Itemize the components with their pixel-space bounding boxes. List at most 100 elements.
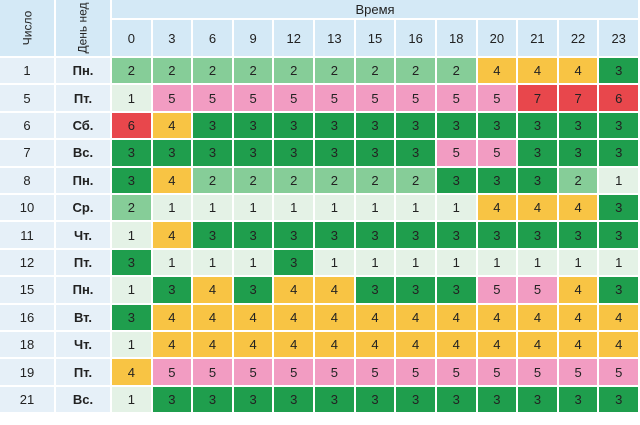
value-cell: 4 (274, 304, 316, 332)
value-cell: 3 (274, 140, 316, 168)
value-cell: 2 (152, 58, 194, 86)
value-cell: 3 (355, 140, 397, 168)
value-cell: 7 (558, 85, 600, 113)
value-cell: 2 (233, 167, 275, 195)
value-cell: 3 (233, 386, 275, 415)
value-cell: 1 (152, 249, 194, 278)
value-cell: 4 (355, 304, 397, 332)
value-cell: 6 (112, 112, 153, 141)
value-cell: 2 (436, 58, 478, 86)
value-cell: 1 (558, 249, 600, 278)
value-cell: 3 (396, 112, 437, 141)
weekday: Пн. (56, 277, 112, 305)
value-cell: 3 (112, 249, 153, 278)
value-cell: 3 (436, 112, 478, 141)
weekday: Пн. (56, 58, 112, 86)
value-cell: 3 (518, 140, 559, 168)
value-cell: 1 (355, 195, 397, 223)
value-cell: 3 (477, 112, 519, 141)
value-cell: 2 (233, 58, 275, 86)
hour-header: 16 (396, 20, 437, 58)
value-cell: 2 (396, 58, 437, 86)
value-cell: 1 (233, 195, 275, 223)
value-cell: 5 (477, 359, 519, 387)
value-cell: 2 (355, 167, 397, 195)
value-cell: 5 (396, 85, 437, 113)
value-cell: 3 (193, 112, 234, 141)
hour-header: 3 (152, 20, 194, 58)
value-cell: 3 (558, 112, 600, 141)
value-cell: 2 (193, 58, 234, 86)
value-cell: 4 (436, 304, 478, 332)
value-cell: 4 (558, 277, 600, 305)
value-cell: 3 (112, 167, 153, 195)
value-cell: 5 (233, 359, 275, 387)
hour-header: 20 (477, 20, 519, 58)
value-cell: 1 (152, 195, 194, 223)
hour-header: 21 (518, 20, 559, 58)
day-number: 18 (0, 332, 56, 360)
value-cell: 3 (274, 112, 316, 141)
value-cell: 3 (396, 277, 437, 305)
value-cell: 4 (558, 195, 600, 223)
value-cell: 3 (112, 304, 153, 332)
value-cell: 3 (355, 277, 397, 305)
weekday-header: День нед (76, 2, 90, 54)
value-cell: 3 (274, 249, 316, 278)
time-header: Время (112, 0, 640, 20)
value-cell: 1 (518, 249, 559, 278)
value-cell: 3 (233, 277, 275, 305)
value-cell: 2 (558, 167, 600, 195)
value-cell: 1 (193, 249, 234, 278)
value-cell: 3 (355, 386, 397, 415)
value-cell: 3 (599, 386, 640, 415)
value-cell: 3 (599, 58, 640, 86)
value-cell: 3 (152, 140, 194, 168)
value-cell: 5 (315, 85, 356, 113)
day-number: 7 (0, 140, 56, 168)
value-cell: 3 (355, 112, 397, 141)
value-cell: 3 (599, 222, 640, 250)
value-cell: 4 (355, 332, 397, 360)
value-cell: 3 (518, 167, 559, 195)
value-cell: 3 (152, 277, 194, 305)
header-cell: День нед (56, 0, 112, 58)
hour-header: 23 (599, 20, 640, 58)
value-cell: 3 (558, 140, 600, 168)
value-cell: 4 (518, 58, 559, 86)
value-cell: 3 (315, 386, 356, 415)
value-cell: 5 (355, 85, 397, 113)
value-cell: 3 (599, 140, 640, 168)
value-cell: 1 (112, 277, 153, 305)
value-cell: 5 (477, 140, 519, 168)
value-cell: 5 (436, 85, 478, 113)
value-cell: 3 (233, 140, 275, 168)
value-cell: 3 (233, 112, 275, 141)
weekday: Пт. (56, 249, 112, 278)
value-cell: 1 (274, 195, 316, 223)
day-number: 10 (0, 195, 56, 223)
value-cell: 4 (396, 304, 437, 332)
hour-header: 18 (436, 20, 478, 58)
value-cell: 1 (112, 85, 153, 113)
value-cell: 4 (274, 332, 316, 360)
value-cell: 2 (274, 58, 316, 86)
value-cell: 3 (112, 140, 153, 168)
value-cell: 4 (112, 359, 153, 387)
value-cell: 3 (599, 112, 640, 141)
day-number: 16 (0, 304, 56, 332)
value-cell: 4 (193, 277, 234, 305)
value-cell: 5 (518, 277, 559, 305)
value-cell: 4 (193, 304, 234, 332)
value-cell: 4 (315, 304, 356, 332)
value-cell: 3 (436, 386, 478, 415)
value-cell: 3 (558, 386, 600, 415)
value-cell: 1 (193, 195, 234, 223)
value-cell: 3 (315, 112, 356, 141)
value-cell: 4 (477, 304, 519, 332)
value-cell: 5 (518, 359, 559, 387)
value-cell: 5 (152, 85, 194, 113)
value-cell: 3 (274, 222, 316, 250)
weekday: Вс. (56, 386, 112, 415)
value-cell: 1 (112, 386, 153, 415)
